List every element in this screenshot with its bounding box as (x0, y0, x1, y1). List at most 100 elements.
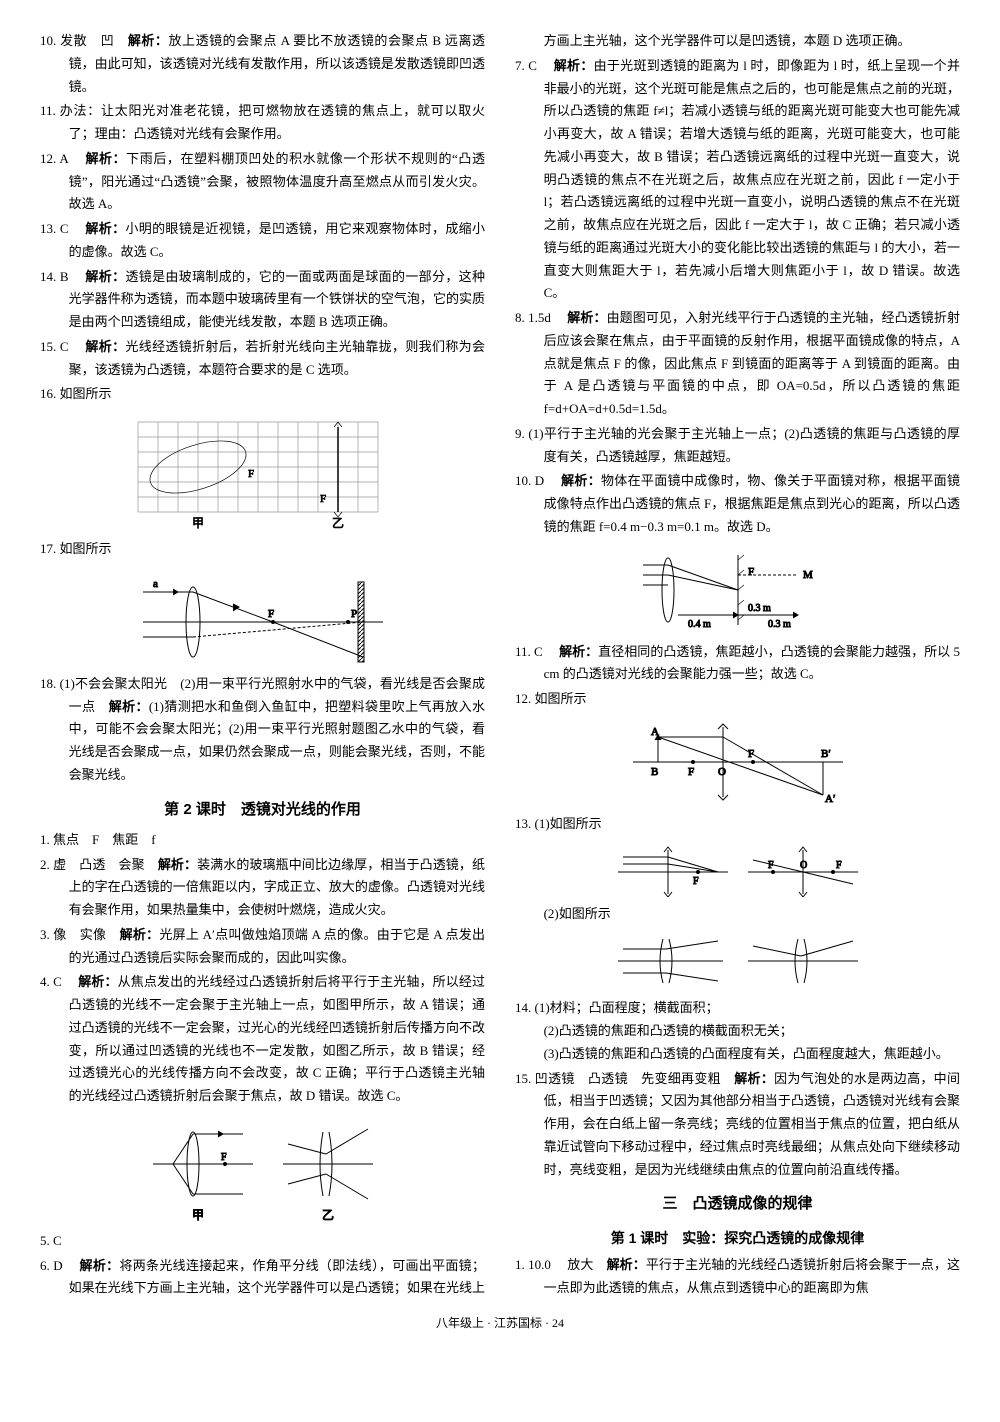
c: (3)凸透镜的焦距和凸透镜的凸面程度有关，凸面程度越大，焦距越小。 (544, 1046, 949, 1061)
num: 13. C (40, 221, 69, 236)
svg-text:F: F (768, 860, 774, 871)
text: 如图所示 (535, 691, 587, 706)
q16: 16. 如图所示 (40, 383, 485, 406)
text: 小明的眼镜是近视镜，是凹透镜，用它来观察物体时，成缩小的虚像。故选 C。 (69, 221, 485, 259)
fig-s2q4-lenses: F 甲 乙 (40, 1114, 485, 1224)
svg-text:A′: A′ (825, 793, 835, 805)
num: 15. (515, 1071, 531, 1086)
svg-text:F: F (748, 566, 754, 578)
num: 6. D (40, 1258, 63, 1273)
rq12: 12. 如图所示 (515, 688, 960, 711)
svg-text:O: O (800, 860, 807, 871)
svg-text:B′: B′ (821, 748, 831, 760)
label: 解析： (85, 151, 126, 166)
q11: 11. 办法：让太阳光对准老花镜，把可燃物放在透镜的焦点上，就可以取火了；理由：… (40, 100, 485, 146)
num: 16. (40, 386, 56, 401)
ans: 发散 凹 (60, 33, 114, 48)
svg-text:F: F (221, 1152, 227, 1163)
section2-title: 第 2 课时 透镜对光线的作用 (40, 797, 485, 823)
text: 物体在平面镜中成像时，物、像关于平面镜对称，根据平面镜成像特点作出凸透镜的焦点 … (544, 473, 960, 534)
num: 1. (40, 832, 50, 847)
svg-text:F: F (248, 468, 254, 480)
q18: 18. (1)不会会聚太阳光 (2)用一束平行光照射水中的气袋，看光线是否会聚成… (40, 673, 485, 787)
label: 解析： (120, 927, 160, 942)
q13: 13. C 解析：小明的眼镜是近视镜，是凹透镜，用它来观察物体时，成缩小的虚像。… (40, 218, 485, 264)
q15: 15. C 解析：光线经透镜折射后，若折射光线向主光轴靠拢，则我们称为会聚，该透… (40, 336, 485, 382)
label: 解析： (567, 310, 606, 325)
num: 13. (515, 816, 531, 831)
svg-text:0.3 m: 0.3 m (748, 603, 771, 614)
text: 由于光斑到透镜的距离为 l 时，即像距为 l 时，纸上呈现一个并非最小的光斑，这… (544, 58, 960, 301)
text: 因为气泡处的水是两边高，中间低，相当于凹透镜；又因为其他部分相当于凸透镜，凸透镜… (544, 1071, 960, 1177)
ans: 虚 凸透 会聚 (53, 857, 145, 872)
num: 9. (515, 426, 525, 441)
text: 透镜是由玻璃制成的，它的一面或两面是球面的一部分，这种光学器件称为透镜，而本题中… (69, 269, 485, 330)
num: 12. A (40, 151, 68, 166)
svg-text:F: F (688, 766, 694, 778)
num: 11. (40, 103, 56, 118)
rq14: 14. (1)材料；凸面程度；横截面积； (2)凸透镜的焦距和凸透镜的横截面积无… (515, 997, 960, 1065)
q12: 12. A 解析：下雨后，在塑料棚顶凹处的积水就像一个形状不规则的“凸透镜”，阳… (40, 148, 485, 216)
label: 解析： (85, 339, 125, 354)
s2q2: 2. 虚 凸透 会聚 解析：装满水的玻璃瓶中间比边缘厚，相当于凸透镜，纸上的字在… (40, 854, 485, 922)
svg-text:a: a (153, 578, 158, 590)
num: 11. C (515, 644, 543, 659)
a: (1)材料；凸面程度；横截面积； (535, 1000, 719, 1015)
num: 17. (40, 541, 56, 556)
label: 解析： (559, 644, 598, 659)
svg-text:O: O (718, 766, 726, 778)
svg-text:B: B (651, 766, 658, 778)
fig16-lens-grid: F 甲 F 乙 (40, 412, 485, 532)
rq10: 10. D 解析：物体在平面镜中成像时，物、像关于平面镜对称，根据平面镜成像特点… (515, 470, 960, 538)
s2q1: 1. 焦点 F 焦距 f (40, 829, 485, 852)
svg-text:F: F (693, 876, 699, 887)
q10: 10. 发散 凹 解析：放上透镜的会聚点 A 要比不放透镜的会聚点 B 远离透镜… (40, 30, 485, 98)
num: 14. B (40, 269, 69, 284)
rq15: 15. 凹透镜 凸透镜 先变细再变粗 解析：因为气泡处的水是两边高，中间低，相当… (515, 1068, 960, 1182)
num: 14. (515, 1000, 531, 1015)
svg-text:0.3 m: 0.3 m (768, 619, 791, 630)
svg-text:乙: 乙 (331, 516, 343, 530)
num: 8. 1.5d (515, 310, 551, 325)
ans: 放大 (567, 1257, 593, 1272)
text: 由题图可见，入射光线平行于凸透镜的主光轴，经凸透镜折射后应该会聚在焦点，由于平面… (544, 310, 960, 416)
svg-text:甲: 甲 (191, 1208, 203, 1222)
text: 下雨后，在塑料棚顶凹处的积水就像一个形状不规则的“凸透镜”，阳光通过“凸透镜”会… (69, 151, 485, 212)
num: 15. C (40, 339, 69, 354)
s2q4: 4. C 解析：从焦点发出的光线经过凸透镜折射后将平行于主光轴，所以经过凸透镜的… (40, 971, 485, 1108)
text: 如图所示 (60, 541, 112, 556)
fig-rq10-mirror: F M 0.3 m 0.3 m 0.4 m (515, 545, 960, 635)
svg-text:乙: 乙 (321, 1208, 333, 1222)
label: 解析： (80, 1258, 120, 1273)
rq13a: 13. (1)如图所示 (515, 813, 960, 836)
num: 10. D (515, 473, 544, 488)
text: 如图所示 (60, 386, 112, 401)
q17: 17. 如图所示 (40, 538, 485, 561)
rq8: 8. 1.5d 解析：由题图可见，入射光线平行于凸透镜的主光轴，经凸透镜折射后应… (515, 307, 960, 421)
text: (1)如图所示 (535, 816, 602, 831)
ans: 凹透镜 凸透镜 先变细再变粗 (535, 1071, 721, 1086)
rq7: 7. C 解析：由于光斑到透镜的距离为 l 时，即像距为 l 时，纸上呈现一个并… (515, 55, 960, 305)
svg-text:F: F (320, 493, 326, 505)
svg-text:甲: 甲 (191, 516, 203, 530)
s3q1: 1. 10.0 放大 解析：平行于主光轴的光线经凸透镜折射后将会聚于一点，这一点… (515, 1254, 960, 1300)
text: (1)平行于主光轴的光会聚于主光轴上一点；(2)凸透镜的焦距与凸透镜的厚度有关，… (528, 426, 960, 464)
fig-rq13a: F F F O (515, 842, 960, 897)
num: 18. (40, 676, 56, 691)
svg-text:F: F (836, 860, 842, 871)
rq13b: (2)如图所示 (515, 903, 960, 926)
s2q3: 3. 像 实像 解析：光屏上 A′点叫做烛焰顶端 A 点的像。由于它是 A 点发… (40, 924, 485, 970)
label: 解析： (607, 1257, 646, 1272)
text: 办法：让太阳光对准老花镜，把可燃物放在透镜的焦点上，就可以取火了；理由：凸透镜对… (60, 103, 485, 141)
q14: 14. B 解析：透镜是由玻璃制成的，它的一面或两面是球面的一部分，这种光学器件… (40, 266, 485, 334)
label: 解析： (734, 1071, 774, 1086)
label: 解析： (78, 974, 117, 989)
num: 4. C (40, 974, 62, 989)
b: (2)凸透镜的焦距和凸透镜的横截面积无关； (544, 1023, 793, 1038)
fig17-lens-ray: a F P (40, 567, 485, 667)
label: 解析： (554, 58, 594, 73)
page-footer: 八年级上 · 江苏国标 · 24 (40, 1313, 960, 1334)
fig-rq12-image: AB F F O B′ A′ (515, 717, 960, 807)
num: 5. (40, 1233, 50, 1248)
section3-sub: 第 1 课时 实验：探究凸透镜的成像规律 (515, 1226, 960, 1251)
